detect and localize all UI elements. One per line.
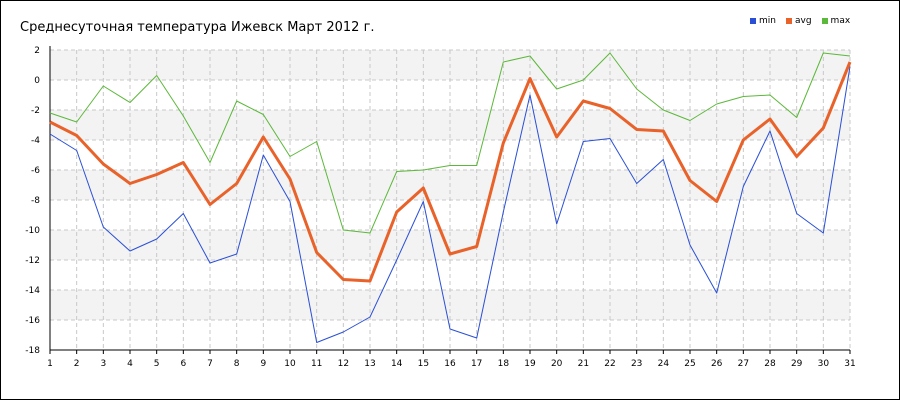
x-tick-label: 8 <box>234 359 240 369</box>
y-tick-label: -2 <box>31 106 40 116</box>
y-tick-label: -8 <box>31 196 40 206</box>
y-tick-label: 2 <box>34 46 40 56</box>
x-tick-label: 12 <box>338 359 349 369</box>
x-tick-label: 23 <box>631 359 642 369</box>
x-tick-label: 28 <box>764 359 776 369</box>
y-tick-label: -18 <box>25 346 40 356</box>
x-tick-label: 24 <box>658 359 670 369</box>
series-line-max <box>49 52 851 234</box>
series-line-min <box>49 66 851 343</box>
x-tick-label: 6 <box>180 359 186 369</box>
x-tick-label: 30 <box>818 359 830 369</box>
x-tick-label: 14 <box>391 359 403 369</box>
x-tick-label: 10 <box>284 359 296 369</box>
x-tick-label: 31 <box>844 359 855 369</box>
x-tick-label: 20 <box>551 359 563 369</box>
legend-label-max: max <box>830 16 851 26</box>
series-line-avg <box>49 61 852 283</box>
x-tick-label: 3 <box>100 359 106 369</box>
x-tick-label: 13 <box>364 359 375 369</box>
legend-swatch-avg <box>785 18 792 24</box>
x-tick-label: 1 <box>47 359 53 369</box>
x-tick-label: 11 <box>311 359 322 369</box>
y-tick-label: -16 <box>25 316 40 326</box>
y-tick-label: -4 <box>31 136 40 146</box>
x-tick-label: 22 <box>604 359 615 369</box>
legend-swatch-max <box>821 18 828 24</box>
y-tick-label: 0 <box>34 76 40 86</box>
y-tick-label: -12 <box>25 256 40 266</box>
x-tick-label: 26 <box>711 359 723 369</box>
chart-title: Среднесуточная температура Ижевск Март 2… <box>20 20 375 35</box>
x-tick-label: 5 <box>154 359 160 369</box>
x-tick-label: 16 <box>444 359 456 369</box>
x-tick-label: 15 <box>418 359 429 369</box>
y-tick-label: -10 <box>25 226 40 236</box>
y-tick-label: -6 <box>31 166 40 176</box>
x-tick-label: 4 <box>127 359 133 369</box>
legend-label-min: min <box>759 16 776 26</box>
legend-item-avg: avg <box>785 16 812 26</box>
x-tick-label: 7 <box>207 359 213 369</box>
x-tick-label: 9 <box>260 359 266 369</box>
x-tick-label: 29 <box>791 359 803 369</box>
x-tick-label: 25 <box>684 359 695 369</box>
x-tick-label: 2 <box>74 359 80 369</box>
x-tick-label: 21 <box>578 359 589 369</box>
x-tick-label: 17 <box>471 359 482 369</box>
legend-item-min: min <box>750 16 776 26</box>
legend: min avg max <box>750 16 850 26</box>
legend-swatch-min <box>750 18 756 24</box>
legend-label-avg: avg <box>794 16 812 26</box>
x-tick-label: 19 <box>524 359 536 369</box>
legend-item-max: max <box>821 16 851 26</box>
y-tick-label: -14 <box>25 286 40 296</box>
x-tick-label: 18 <box>498 359 510 369</box>
x-tick-label: 27 <box>738 359 749 369</box>
